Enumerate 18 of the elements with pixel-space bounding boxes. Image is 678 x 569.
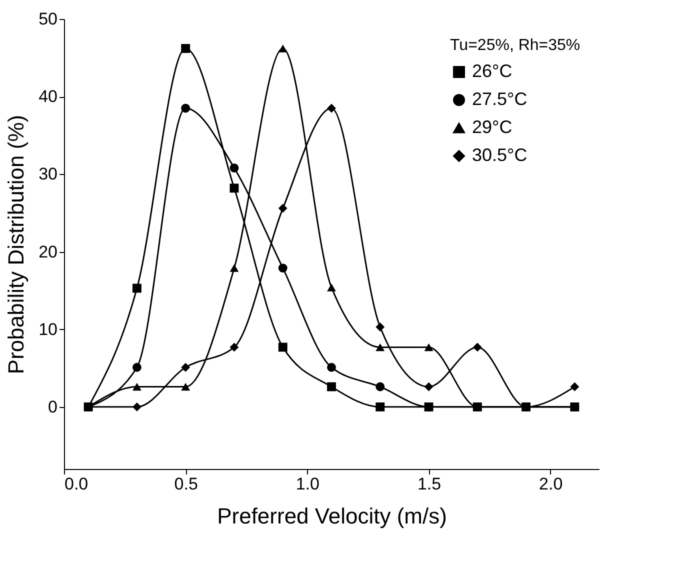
x-tick-label: 1.0: [296, 474, 320, 494]
x-tick-label: 1.5: [417, 474, 442, 494]
legend-label: 30.5°C: [472, 145, 528, 165]
x-tick-label: 0.5: [174, 474, 198, 494]
y-tick-label: 50: [38, 10, 58, 28]
x-tick-label: 0.0: [64, 474, 88, 494]
y-tick-label: 10: [38, 320, 58, 339]
y-tick-label: 20: [38, 242, 58, 262]
legend-label: 27.5°C: [472, 89, 528, 109]
legend-label: 29°C: [472, 117, 512, 137]
legend-label: 26°C: [472, 61, 512, 81]
y-tick-label: 30: [38, 164, 58, 184]
x-axis-title: Preferred Velocity (m/s): [217, 504, 447, 528]
x-tick-label: 2.0: [539, 474, 563, 494]
legend-title: Tu=25%, Rh=35%: [450, 37, 580, 54]
y-tick-label: 40: [38, 87, 58, 106]
y-axis-title: Probability Distribution (%): [4, 114, 29, 374]
y-tick-label: 0: [48, 397, 58, 416]
